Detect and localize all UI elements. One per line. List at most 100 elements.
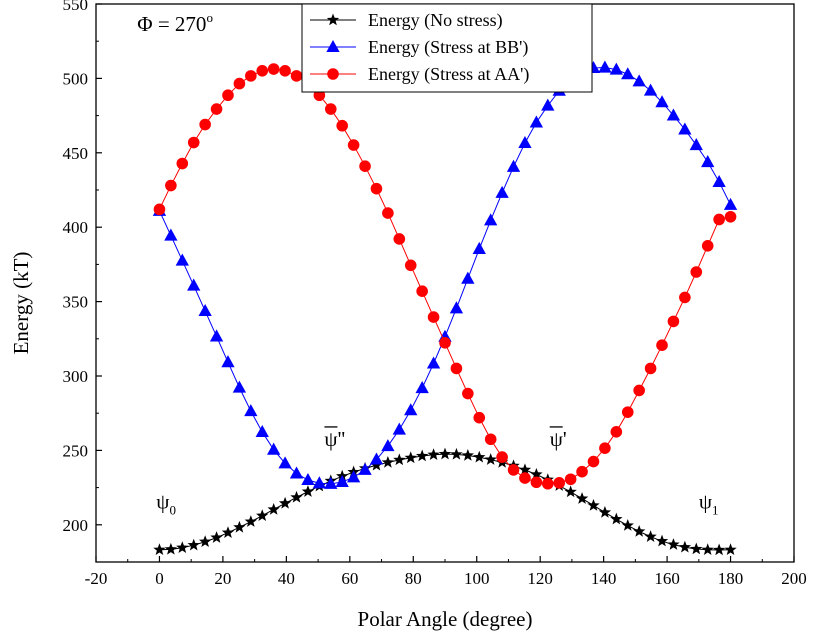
- annotation: ψ0: [156, 489, 176, 517]
- data-point: [256, 509, 269, 521]
- data-point: [621, 519, 634, 531]
- data-point: [187, 538, 200, 551]
- plot-area: [152, 60, 738, 556]
- data-point: [209, 329, 224, 342]
- x-tick-label: 120: [527, 569, 553, 588]
- series-triangle: [152, 60, 738, 489]
- data-point: [564, 473, 577, 486]
- data-point: [496, 451, 508, 463]
- x-tick-label: 200: [781, 569, 807, 588]
- data-point: [541, 98, 555, 111]
- data-point: [644, 362, 657, 375]
- data-point: [701, 543, 714, 556]
- data-point: [312, 476, 327, 489]
- data-point: [712, 174, 726, 188]
- x-tick-label: 20: [214, 569, 231, 588]
- data-point: [656, 339, 668, 351]
- data-point: [404, 403, 418, 416]
- data-point: [244, 404, 258, 417]
- data-point: [289, 466, 304, 479]
- y-tick-label: 500: [63, 69, 89, 88]
- data-point: [599, 442, 611, 454]
- data-point: [643, 83, 658, 96]
- data-point: [245, 70, 257, 82]
- data-point: [232, 380, 247, 393]
- data-point: [644, 530, 657, 542]
- data-point: [381, 439, 395, 452]
- x-axis-title: Polar Angle (degree): [358, 607, 533, 631]
- series-line: [158, 67, 731, 485]
- data-point: [187, 136, 200, 149]
- data-point: [416, 285, 428, 297]
- data-point: [176, 157, 189, 170]
- data-point: [244, 515, 258, 527]
- data-point: [518, 135, 532, 149]
- data-point: [427, 311, 440, 323]
- data-point: [359, 160, 371, 172]
- data-point: [404, 451, 417, 464]
- data-point: [393, 233, 406, 245]
- data-point: [587, 455, 600, 468]
- data-point: [438, 447, 452, 460]
- data-point: [575, 492, 589, 504]
- data-point: [278, 496, 292, 509]
- legend-marker: [326, 13, 340, 26]
- data-point: [164, 542, 178, 555]
- y-tick-label: 200: [63, 516, 89, 535]
- annotation-sup: o: [206, 10, 213, 25]
- data-point: [198, 303, 212, 317]
- data-point: [598, 505, 612, 518]
- data-point: [724, 543, 737, 556]
- data-point: [358, 462, 372, 475]
- annotation-sub: 1: [712, 502, 719, 517]
- data-point: [369, 452, 384, 465]
- data-point: [301, 473, 315, 486]
- data-point: [198, 535, 212, 548]
- y-tick-label: 400: [63, 218, 89, 237]
- data-point: [541, 477, 554, 490]
- legend-marker: [327, 68, 339, 80]
- legend-label: Energy (No stress): [368, 10, 503, 31]
- x-tick-label: 60: [341, 569, 358, 588]
- data-point: [519, 472, 531, 484]
- data-point: [301, 485, 315, 497]
- data-point: [689, 138, 703, 151]
- x-tick-label: 80: [405, 569, 422, 588]
- data-point: [678, 540, 692, 553]
- data-point: [233, 77, 246, 90]
- data-point: [256, 65, 269, 77]
- data-point: [279, 65, 291, 77]
- x-tick-label: 180: [718, 569, 744, 588]
- legend-label: Energy (Stress at BB'): [368, 37, 528, 58]
- data-point: [439, 337, 451, 349]
- data-point: [598, 60, 612, 73]
- data-point: [712, 543, 726, 556]
- data-point: [404, 259, 417, 272]
- data-point: [392, 422, 406, 435]
- data-point: [199, 118, 211, 131]
- data-point: [462, 387, 474, 400]
- data-point: [484, 213, 498, 226]
- data-point: [233, 520, 246, 533]
- data-point: [621, 67, 635, 80]
- data-point: [415, 381, 429, 394]
- data-point: [393, 453, 406, 466]
- data-point: [415, 449, 429, 462]
- data-point: [450, 362, 463, 375]
- legend: Energy (No stress) Energy (Stress at BB')…: [301, 3, 593, 93]
- data-point: [382, 207, 394, 219]
- data-point: [553, 477, 566, 489]
- annotation: ψ': [550, 427, 567, 451]
- data-point: [426, 356, 441, 369]
- data-point: [530, 476, 543, 489]
- data-point: [336, 119, 349, 132]
- data-point: [221, 526, 235, 538]
- data-point: [461, 448, 475, 461]
- x-tick-label: 140: [591, 569, 617, 588]
- data-point: [290, 70, 303, 82]
- y-tick-label: 300: [63, 367, 89, 386]
- data-point: [324, 103, 337, 115]
- series-line: [159, 453, 731, 551]
- y-tick-label: 350: [63, 293, 89, 312]
